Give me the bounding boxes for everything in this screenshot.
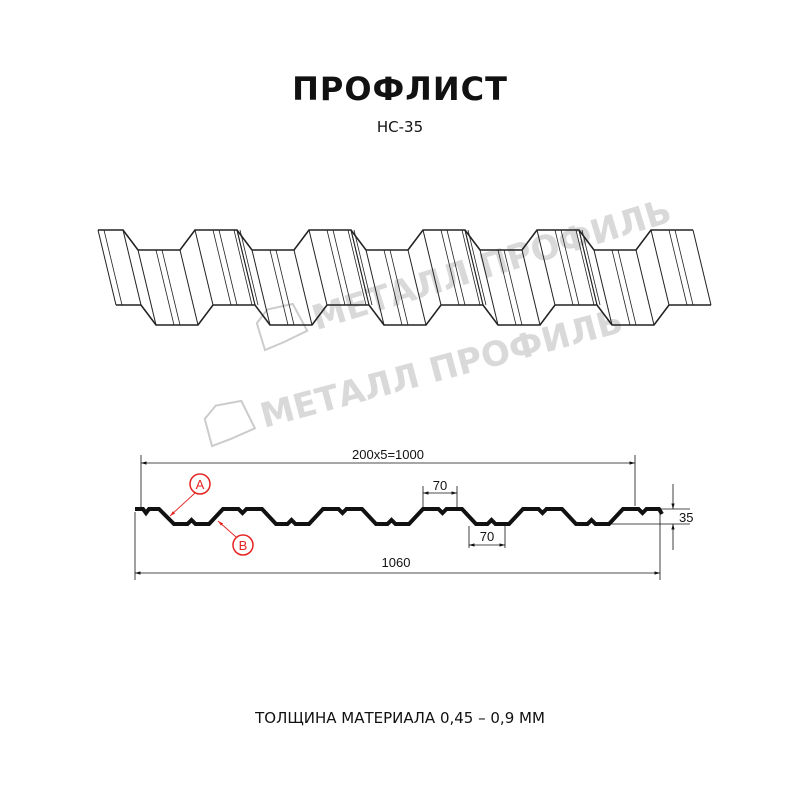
material-thickness: ТОЛЩИНА МАТЕРИАЛА 0,45 – 0,9 ММ xyxy=(255,709,545,727)
sheet-fold-line xyxy=(578,229,598,306)
marker-a-label: A xyxy=(196,477,205,492)
sheet-stiffener-line xyxy=(668,229,688,306)
sheet-stiffener-line xyxy=(446,229,466,306)
marker-b-label: B xyxy=(239,538,248,553)
sheet-stiffener-line xyxy=(503,249,523,326)
sheet-stiffener-line xyxy=(275,249,295,326)
sheet-fold-line xyxy=(97,229,117,306)
sheet-fold-line xyxy=(236,229,256,306)
sheet-fold-line xyxy=(464,229,484,306)
sheet-fold-line xyxy=(137,249,157,326)
sheet-fold-line xyxy=(407,249,427,326)
sheet-stiffener-line xyxy=(575,229,595,306)
sheet-fold-line xyxy=(350,229,370,306)
marker-b: B xyxy=(217,520,254,556)
sheet-edge-line xyxy=(103,229,123,306)
model-subtitle: НС-35 xyxy=(376,118,424,136)
sheet-stiffener-line xyxy=(161,249,181,326)
sheet-fold-line xyxy=(536,229,556,306)
sheet-stiffener-line xyxy=(389,249,409,326)
sheet-fold-line xyxy=(593,249,613,326)
sheet-stiffener-line xyxy=(440,229,460,306)
sheet-stiffener-line xyxy=(155,249,175,326)
sheet-stiffener-line xyxy=(560,229,580,306)
sheet-fold-line xyxy=(692,229,712,306)
sheet-stiffener-line xyxy=(554,229,574,306)
watermark-text: МЕТАЛЛ ПРОФИЛЬ xyxy=(256,301,627,436)
sheet-stiffener-line xyxy=(497,249,517,326)
sheet-fold-line xyxy=(650,229,670,306)
sheet-stiffener-line xyxy=(617,249,637,326)
sheet-bottom-edge xyxy=(116,304,711,326)
sheet-stiffener-line xyxy=(332,229,352,306)
dimension-height-label: 35 xyxy=(679,510,693,525)
sheet-stiffener-line xyxy=(461,229,481,306)
dimension-full-width-label: 1060 xyxy=(382,555,411,570)
sheet-stiffener-line xyxy=(347,229,367,306)
sheet-stiffener-line xyxy=(212,229,232,306)
dimension-crest xyxy=(422,486,458,507)
sheet-stiffener-line xyxy=(467,229,487,306)
sheet-stiffener-line xyxy=(233,229,253,306)
sheet-fold-line xyxy=(422,229,442,306)
sheet-fold-line xyxy=(365,249,385,326)
sheet-stiffener-line xyxy=(383,249,403,326)
sheet-fold-line xyxy=(293,249,313,326)
dimension-pitch-total-label: 200x5=1000 xyxy=(352,447,424,462)
dimension-valley-label: 70 xyxy=(480,529,494,544)
sheet-fold-line xyxy=(179,249,199,326)
dimension-valley xyxy=(468,526,506,548)
marker-a: A xyxy=(169,473,211,517)
sheet-fold-line xyxy=(194,229,214,306)
dimension-crest-label: 70 xyxy=(433,478,447,493)
sheet-top-edge xyxy=(98,229,693,251)
sheet-stiffener-line xyxy=(326,229,346,306)
sheet-stiffener-line xyxy=(239,229,259,306)
sheet-stiffener-line xyxy=(611,249,631,326)
sheet-stiffener-line xyxy=(353,229,373,306)
sheet-stiffener-line xyxy=(269,249,289,326)
dimension-height xyxy=(608,484,690,550)
sheet-fold-line xyxy=(251,249,271,326)
sheet-stiffener-line xyxy=(581,229,601,306)
sheet-stiffener-line xyxy=(674,229,694,306)
sheet-fold-line xyxy=(521,249,541,326)
dimension-full-width xyxy=(134,512,661,580)
sheet-fold-line xyxy=(308,229,328,306)
profile-section xyxy=(135,507,664,526)
watermark-logo-bottom: МЕТАЛЛ ПРОФИЛЬ xyxy=(203,301,627,448)
dimension-pitch-total xyxy=(140,455,636,508)
sheet-fold-line xyxy=(122,229,142,306)
page-title: ПРОФЛИСТ xyxy=(292,70,508,108)
sheet-stiffener-line xyxy=(218,229,238,306)
sheet-fold-line xyxy=(635,249,655,326)
sheet-3d-view xyxy=(97,229,712,326)
sheet-fold-line xyxy=(479,249,499,326)
